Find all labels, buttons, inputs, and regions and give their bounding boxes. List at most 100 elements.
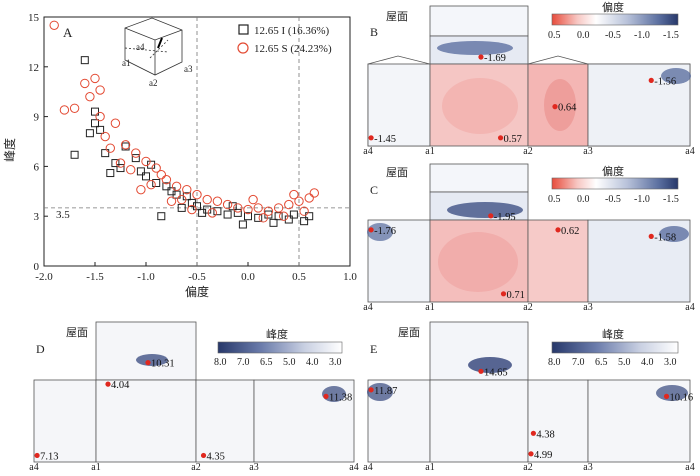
extreme-value-dot	[323, 393, 329, 399]
scatter-point-i	[177, 203, 186, 212]
panel-e-colorbar-title: 峰度	[602, 327, 624, 341]
extreme-value-dot	[663, 393, 670, 399]
facade-corner-label: a3	[583, 302, 592, 313]
panel-a-reference-lines	[44, 17, 350, 266]
panel-b-negative-zone-right	[661, 68, 691, 84]
y-tick-label: 3	[34, 211, 40, 223]
panel-b-cbar-tick-5: -1.5	[663, 30, 679, 41]
extreme-value-dot	[200, 452, 207, 459]
panel-c: C 屋面 偏度 0.5 0.0 -0.5 -1.0 -1.5	[367, 163, 691, 303]
scatter-point-s	[80, 78, 90, 89]
scatter-point-s	[187, 204, 197, 215]
panel-a-inset-building-sketch	[124, 17, 183, 76]
panel-c-face-a2-a3	[527, 219, 589, 303]
scatter-point-i	[289, 210, 298, 219]
scatter-point-s	[95, 111, 105, 122]
extreme-value-label: 0.57	[504, 134, 522, 145]
facade-corner-label: a2	[523, 302, 532, 313]
panel-e-high-zone-right	[656, 385, 688, 401]
scatter-point-s	[222, 199, 233, 210]
panel-d-roof-high-zone	[136, 354, 168, 366]
scatter-point-s	[202, 194, 212, 205]
facade-corner-label: a4	[363, 146, 372, 157]
facade-corner-labels: a4 a1 a2 a3 a4 a4 a1 a2 a3 a4 a4 a1 a2 a3 a4 a4 a1 a2 a3 a4	[29, 146, 694, 473]
extreme-value-annotations: -1.69-1.56-1.45 0.570.64-1.95-1.76-1.580.…	[34, 53, 693, 462]
scatter-point-i	[182, 192, 191, 201]
panel-a-y-ticks: 0 3 6 9 12 15	[28, 12, 48, 273]
scatter-point-s	[100, 131, 110, 142]
scatter-point-s	[243, 204, 253, 215]
panel-e-cbar-tick-6: 3.0	[664, 357, 677, 368]
scatter-point-s	[131, 148, 141, 158]
extreme-value-dot	[145, 360, 151, 366]
scatter-point-i	[152, 179, 161, 187]
scatter-point-s	[294, 196, 304, 206]
scatter-point-i	[269, 218, 278, 227]
panel-b-colorbar	[551, 13, 679, 26]
facade-corner-label: a4	[29, 462, 38, 473]
scatter-point-i	[91, 107, 99, 116]
scatter-point-s	[309, 188, 319, 198]
scatter-point-s	[90, 73, 100, 84]
scatter-point-s	[248, 194, 258, 205]
x-tick-label: -0.5	[188, 271, 206, 283]
panel-b-roof-negative-zone	[437, 41, 513, 55]
scatter-point-s	[156, 170, 167, 180]
x-tick-label: -2.0	[35, 271, 53, 283]
panel-a-plot-frame	[43, 16, 351, 267]
legend-square-marker	[238, 24, 249, 35]
scatter-point-s	[253, 203, 263, 213]
panel-b-roof-label: 屋面	[386, 10, 408, 23]
scatter-point-i	[131, 154, 140, 163]
extreme-value-label: 4.99	[534, 450, 552, 461]
extreme-value-label: 0.64	[558, 103, 577, 114]
scatter-point-s	[115, 158, 126, 168]
extreme-value-label: -1.45	[374, 134, 396, 145]
scatter-point-s	[212, 196, 223, 206]
panel-a-inset-label-a1: a1	[122, 58, 131, 68]
panel-b-cbar-tick-2: 0.0	[577, 30, 590, 41]
panel-b-colorbar-ticks: 0.5 0.0 -0.5 -1.0 -1.5	[548, 30, 679, 41]
scatter-point-i	[142, 172, 150, 181]
extreme-value-dot	[368, 227, 374, 233]
extreme-value-label: 14.65	[484, 367, 508, 378]
scatter-point-s	[136, 184, 146, 195]
extreme-value-dot	[497, 135, 504, 141]
scatter-point-s	[166, 196, 177, 206]
scatter-point-i	[80, 56, 89, 65]
scatter-point-s	[59, 105, 70, 115]
facade-corner-label: a1	[425, 462, 434, 473]
panel-a-y-axis-label: 峰度	[2, 138, 17, 162]
panel-c-cbar-tick-3: -0.5	[605, 194, 621, 205]
panel-a-inset-label-a2: a2	[149, 78, 158, 88]
scatter-point-i	[284, 215, 293, 224]
facade-corner-label: a3	[249, 462, 258, 473]
scatter-point-i	[233, 208, 242, 217]
panel-c-colorbar	[551, 177, 679, 190]
scatter-point-i	[96, 125, 105, 134]
scatter-point-s	[263, 206, 274, 216]
panel-a-letter: A	[63, 25, 73, 40]
scatter-point-s	[299, 206, 309, 216]
scatter-point-s	[95, 85, 105, 95]
extreme-value-dot	[478, 368, 484, 374]
panel-b-cbar-tick-1: 0.5	[548, 30, 561, 41]
scatter-point-i	[244, 212, 252, 221]
extreme-value-label: 0.71	[507, 290, 525, 301]
scatter-point-s	[279, 211, 289, 221]
x-tick-label: 1.0	[343, 271, 357, 283]
extreme-value-label: -1.76	[374, 226, 396, 237]
panel-b-face-a4-a1	[367, 63, 431, 147]
extreme-value-dot	[648, 77, 654, 83]
extreme-value-dot	[34, 452, 40, 459]
scatter-point-i	[300, 217, 309, 226]
facade-corner-label: a4	[363, 302, 372, 313]
scatter-point-i	[223, 210, 232, 219]
scatter-point-s	[284, 199, 294, 210]
scatter-point-i	[157, 212, 166, 221]
y-tick-label: 9	[34, 112, 40, 124]
facade-corner-label: a4	[685, 462, 694, 473]
panel-e-face-a1-a2	[429, 379, 529, 463]
scatter-point-i	[101, 149, 110, 158]
panel-e-cbar-tick-1: 8.0	[548, 357, 561, 368]
